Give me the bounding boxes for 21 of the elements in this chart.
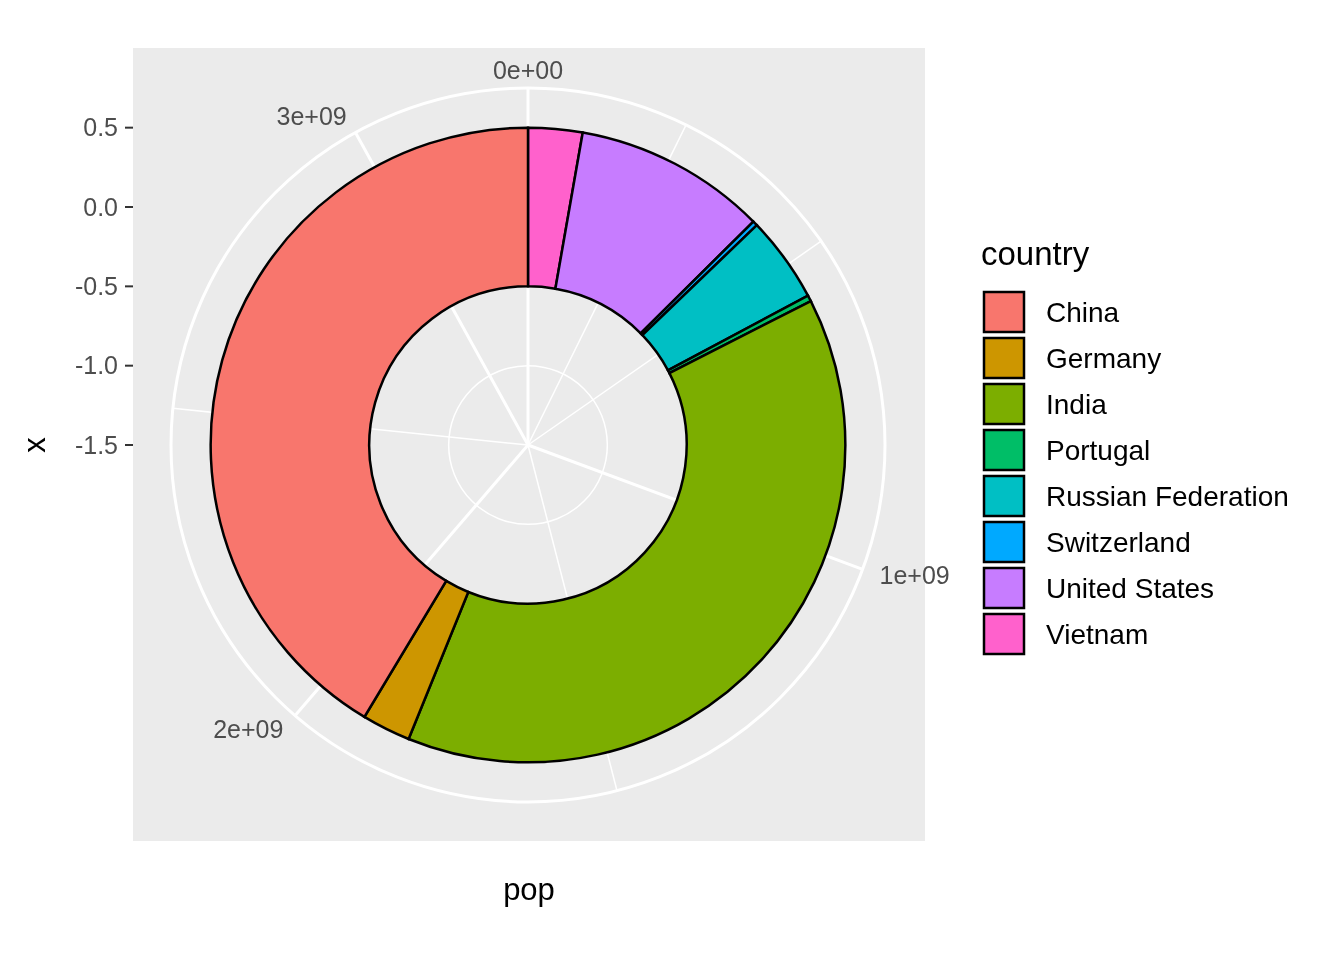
legend-label: Switzerland [1046,526,1191,558]
donut-slice [641,223,810,372]
text: x [17,436,52,453]
text: -0.5 [74,272,118,301]
legend-label: Portugal [1046,434,1151,466]
legend-label: India [1046,388,1108,420]
text: 0.5 [83,113,118,142]
legend-label: United States [1046,572,1215,604]
text: pop [503,872,555,907]
legend-label: Germany [1046,342,1162,374]
legend-label: China [1046,296,1120,328]
text: -1.5 [74,430,118,459]
text: -1.0 [74,351,118,380]
text: 1e+09 [879,561,950,590]
text: 3e+09 [276,102,347,131]
text: 0.0 [83,192,118,221]
legend-label: Vietnam [1046,618,1149,650]
legend-label: Russian Federation [1046,480,1289,512]
text: 0e+00 [492,55,564,84]
legend-title: country [981,235,1090,272]
text: 2e+09 [213,714,284,743]
